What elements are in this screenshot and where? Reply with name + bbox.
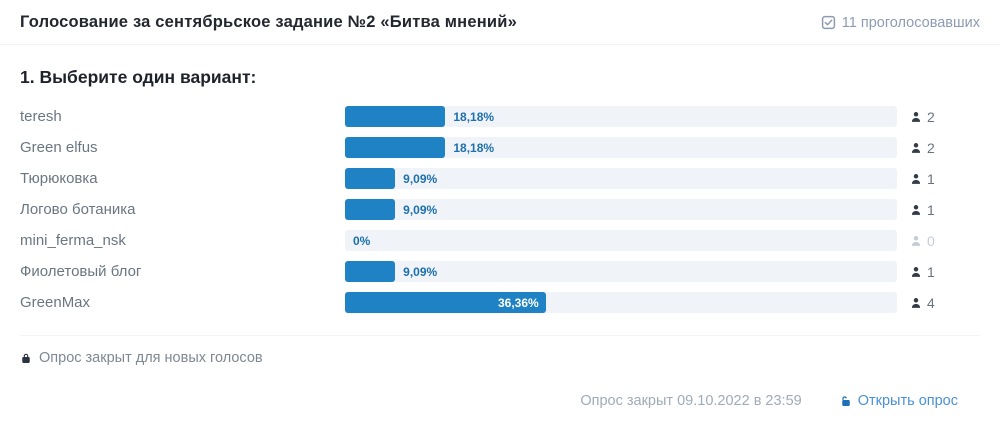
option-bar <box>345 261 396 282</box>
option-votes: 1 <box>897 264 940 280</box>
option-percent: 0% <box>353 233 371 248</box>
option-track: 18,18% <box>345 106 897 127</box>
vote-count: 2 <box>927 108 935 125</box>
lock-icon <box>20 352 32 365</box>
option-percent: 9,09% <box>403 171 438 186</box>
option-votes: 2 <box>897 140 940 156</box>
person-icon <box>910 111 922 123</box>
option-votes: 4 <box>897 295 940 311</box>
option-label: GreenMax <box>20 294 91 311</box>
voters-count[interactable]: 11 проголосовавших <box>821 15 980 31</box>
question-title: 1. Выберите один вариант: <box>20 67 257 87</box>
option-track: 18,18% <box>345 137 897 158</box>
option-percent: 9,09% <box>403 264 438 279</box>
option-votes: 1 <box>897 171 940 187</box>
option-bar <box>345 137 446 158</box>
option-track: 36,36% <box>345 292 897 313</box>
open-poll-button[interactable]: Открыть опрос <box>840 393 958 409</box>
option-percent: 9,09% <box>403 202 438 217</box>
poll-row: Green elfus 18,18% 2 <box>20 132 940 163</box>
option-label: Тюрюковка <box>20 170 98 187</box>
check-square-icon <box>821 15 836 30</box>
open-poll-label: Открыть опрос <box>857 393 958 409</box>
unlock-icon <box>840 395 852 408</box>
poll-closed-note-label: Опрос закрыт для новых голосов <box>39 350 263 366</box>
person-icon <box>910 204 922 216</box>
person-icon <box>910 297 922 309</box>
option-label: teresh <box>20 108 62 125</box>
person-icon <box>910 142 922 154</box>
option-label: Green elfus <box>20 139 98 156</box>
option-votes: 1 <box>897 202 940 218</box>
vote-count: 1 <box>927 170 935 187</box>
option-label: Логово ботаника <box>20 201 136 218</box>
poll-row: Фиолетовый блог 9,09% 1 <box>20 256 940 287</box>
option-track: 9,09% <box>345 199 897 220</box>
option-bar <box>345 199 396 220</box>
option-track: 9,09% <box>345 261 897 282</box>
poll-row: GreenMax 36,36% 4 <box>20 287 940 318</box>
vote-count: 0 <box>927 232 935 249</box>
poll-options-list: teresh 18,18% 2 Green elfus 18,18% <box>20 101 940 318</box>
option-percent: 18,18% <box>453 109 495 124</box>
option-label: Фиолетовый блог <box>20 263 142 280</box>
option-track: 0% <box>345 230 897 251</box>
vote-count: 1 <box>927 263 935 280</box>
option-label: mini_ferma_nsk <box>20 232 126 249</box>
poll-closed-note: Опрос закрыт для новых голосов <box>20 350 980 366</box>
footer-divider <box>20 335 980 336</box>
option-bar <box>345 292 546 313</box>
option-track: 9,09% <box>345 168 897 189</box>
poll-header: Голосование за сентябрьское задание №2 «… <box>0 0 1000 45</box>
person-icon <box>910 235 922 247</box>
poll-row: Тюрюковка 9,09% 1 <box>20 163 940 194</box>
poll-title: Голосование за сентябрьское задание №2 «… <box>20 13 517 31</box>
vote-count: 1 <box>927 201 935 218</box>
poll-row: teresh 18,18% 2 <box>20 101 940 132</box>
option-bar <box>345 106 446 127</box>
poll-footer: Опрос закрыт 09.10.2022 в 23:59 Открыть … <box>0 393 958 409</box>
person-icon <box>910 266 922 278</box>
option-votes: 2 <box>897 109 940 125</box>
vote-count: 4 <box>927 294 935 311</box>
option-bar <box>345 168 396 189</box>
poll-row: Логово ботаника 9,09% 1 <box>20 194 940 225</box>
poll-closed-date: Опрос закрыт 09.10.2022 в 23:59 <box>580 393 802 409</box>
vote-count: 2 <box>927 139 935 156</box>
poll-row: mini_ferma_nsk 0% 0 <box>20 225 940 256</box>
option-percent: 36,36% <box>498 295 539 310</box>
person-icon <box>910 173 922 185</box>
option-votes: 0 <box>897 233 940 249</box>
option-percent: 18,18% <box>453 140 495 155</box>
voters-count-label: 11 проголосовавших <box>841 14 980 31</box>
